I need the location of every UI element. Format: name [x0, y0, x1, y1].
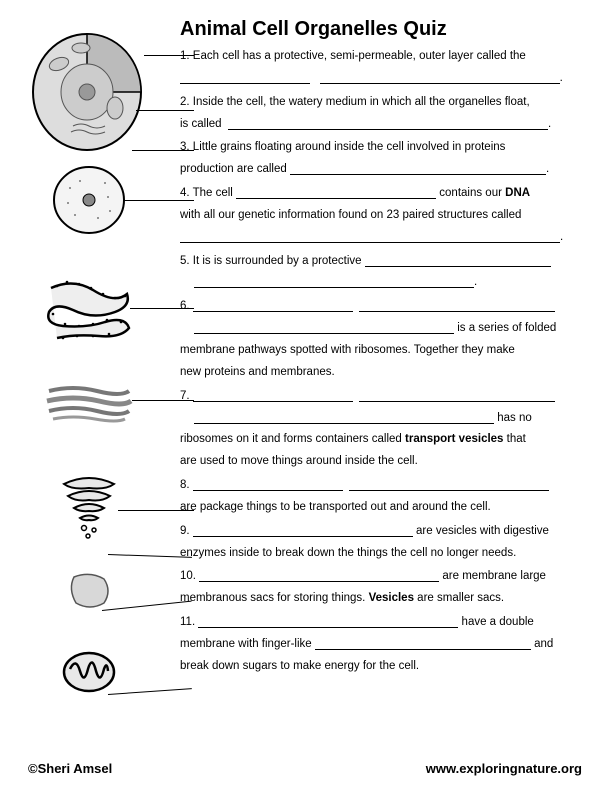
q-text: Little grains floating around inside the… — [193, 141, 506, 153]
q-num: 7. — [180, 390, 190, 402]
fill-blank[interactable] — [193, 524, 413, 537]
question-6: 6. is a series of folded membrane pathwa… — [180, 296, 580, 383]
vacuole-illustration — [24, 564, 154, 618]
q-text: are used to move things around inside th… — [180, 455, 418, 467]
q-text: are package things to be transported out… — [180, 501, 491, 513]
fill-blank[interactable] — [198, 615, 458, 628]
fill-blank[interactable] — [193, 478, 343, 491]
question-3: 3. Little grains floating around inside … — [180, 137, 580, 181]
illustration-column — [24, 20, 154, 700]
q-text: membrane with finger-like — [180, 638, 312, 650]
nucleus-icon — [50, 163, 128, 237]
question-4: 4. The cell contains our DNA with all ou… — [180, 183, 580, 249]
q-text: membrane pathways spotted with ribosomes… — [180, 344, 515, 356]
fill-blank[interactable] — [199, 569, 439, 582]
fill-blank[interactable] — [349, 478, 549, 491]
q-text: that — [507, 433, 526, 445]
website-url: www.exploringnature.org — [426, 761, 582, 776]
fill-blank[interactable] — [180, 230, 560, 243]
animal-cell-icon — [29, 26, 149, 154]
golgi-illustration — [24, 472, 154, 546]
q-text: is a series of folded — [457, 322, 556, 334]
fill-blank[interactable] — [359, 389, 555, 402]
q-bold: transport vesicles — [405, 433, 503, 445]
q-num: 9. — [180, 525, 190, 537]
question-7: 7. has no ribosomes on it and forms cont… — [180, 386, 580, 473]
q-text: have a double — [462, 616, 534, 628]
worksheet-page: Animal Cell Organelles Quiz — [0, 0, 612, 792]
question-1: 1. Each cell has a protective, semi-perm… — [180, 46, 580, 90]
q-text: is called — [180, 118, 222, 130]
q-num: 3. — [180, 141, 190, 153]
rough-er-illustration — [24, 270, 154, 352]
fill-blank[interactable] — [194, 275, 474, 288]
q-text: are membrane large — [442, 570, 546, 582]
smooth-er-illustration — [24, 374, 154, 434]
fill-blank[interactable] — [315, 637, 531, 650]
q-text: production are called — [180, 163, 287, 175]
fill-blank[interactable] — [194, 321, 454, 334]
q-text: with all our genetic information found o… — [180, 209, 521, 221]
fill-blank[interactable] — [290, 162, 546, 175]
q-num: 2. — [180, 96, 190, 108]
fill-blank[interactable] — [180, 71, 310, 84]
fill-blank[interactable] — [365, 254, 551, 267]
fill-blank[interactable] — [359, 299, 555, 312]
question-2: 2. Inside the cell, the watery medium in… — [180, 92, 580, 136]
vacuole-icon — [64, 569, 114, 613]
page-title: Animal Cell Organelles Quiz — [180, 18, 447, 41]
q-text: are vesicles with digestive — [416, 525, 549, 537]
question-8: 8. are package things to be transported … — [180, 475, 580, 519]
q-text: enzymes inside to break down the things … — [180, 547, 516, 559]
q-text: new proteins and membranes. — [180, 366, 335, 378]
golgi-icon — [54, 476, 124, 542]
fill-blank[interactable] — [236, 186, 436, 199]
q-text: Each cell has a protective, semi-permeab… — [193, 50, 526, 62]
q-text: ribosomes on it and forms containers cal… — [180, 433, 402, 445]
q-num: 4. — [180, 187, 190, 199]
question-9: 9. are vesicles with digestive enzymes i… — [180, 521, 580, 565]
fill-blank[interactable] — [320, 71, 560, 84]
question-11: 11. have a double membrane with finger-l… — [180, 612, 580, 678]
copyright: ©Sheri Amsel — [28, 761, 112, 776]
q-text: and — [534, 638, 553, 650]
questions-content: 1. Each cell has a protective, semi-perm… — [180, 46, 580, 680]
q-bold: DNA — [505, 187, 530, 199]
smooth-er-icon — [43, 381, 135, 427]
mitochondrion-icon — [60, 649, 118, 695]
q-bold: Vesicles — [369, 592, 414, 604]
q-text: contains our — [439, 187, 502, 199]
fill-blank[interactable] — [228, 117, 548, 130]
q-num: 10. — [180, 570, 196, 582]
q-num: 11. — [180, 616, 195, 628]
question-10: 10. are membrane large membranous sacs f… — [180, 566, 580, 610]
fill-blank[interactable] — [193, 389, 353, 402]
q-text: It is is surrounded by a protective — [193, 255, 362, 267]
cell-illustration — [24, 20, 154, 160]
q-num: 5. — [180, 255, 190, 267]
q-num: 6. — [180, 300, 190, 312]
q-num: 1. — [180, 50, 190, 62]
fill-blank[interactable] — [194, 411, 494, 424]
q-text: The cell — [193, 187, 233, 199]
q-text: are smaller sacs. — [417, 592, 504, 604]
question-5: 5. It is is surrounded by a protective . — [180, 251, 580, 295]
q-text: Inside the cell, the watery medium in wh… — [193, 96, 530, 108]
q-text: membranous sacs for storing things. — [180, 592, 365, 604]
q-num: 8. — [180, 479, 190, 491]
rough-er-icon — [43, 276, 135, 346]
fill-blank[interactable] — [193, 299, 353, 312]
q-text: has no — [497, 412, 532, 424]
q-text: break down sugars to make energy for the… — [180, 660, 419, 672]
